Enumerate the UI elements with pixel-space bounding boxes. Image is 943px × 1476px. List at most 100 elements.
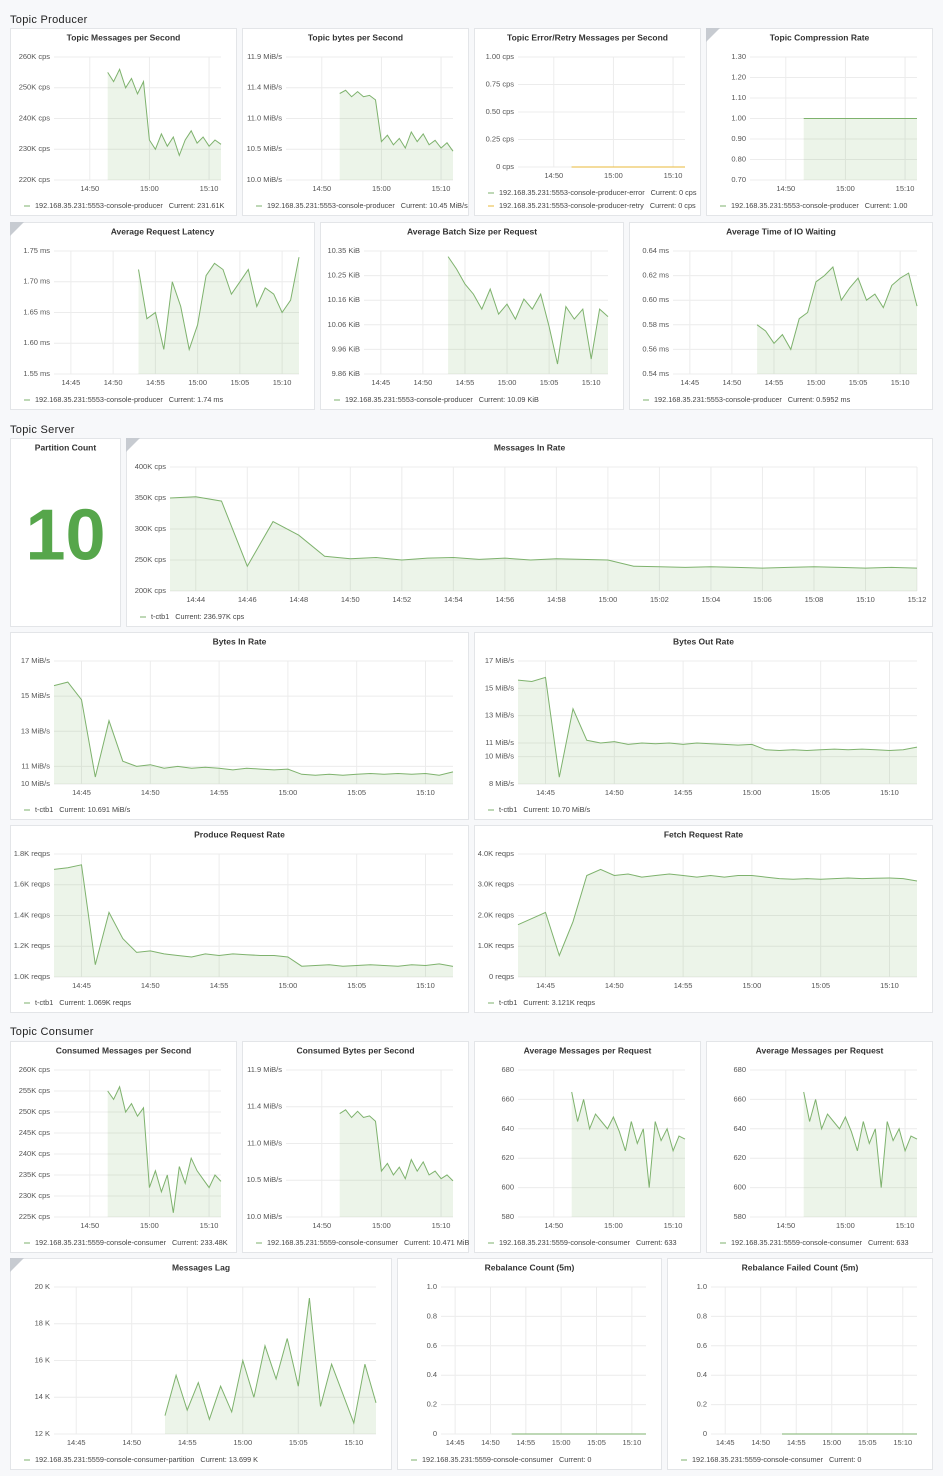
- panel-background: [629, 222, 933, 410]
- x-tick-label: 15:05: [289, 1438, 308, 1447]
- area: [448, 256, 608, 374]
- x-tick-label: 15:10: [856, 595, 875, 604]
- area: [803, 1092, 917, 1217]
- y-tick-label: 0.60 ms: [642, 295, 669, 304]
- panel: Bytes Out Rate 8 MiB/s 10 MiB/s 11 MiB/s 13 …: [474, 632, 933, 820]
- x-tick-label: 14:50: [751, 1438, 770, 1447]
- area: [138, 257, 299, 374]
- x-tick-label: 15:10: [416, 981, 435, 990]
- x-tick-label: 14:50: [776, 184, 795, 193]
- x-tick-label: 14:45: [680, 378, 699, 387]
- area: [339, 90, 453, 180]
- y-tick-label: 1.55 ms: [23, 369, 50, 378]
- legend-entry: 192.168.35.231:5559-console-consumer Curr…: [499, 1238, 677, 1247]
- x-tick-label: 15:10: [432, 184, 451, 193]
- x-tick-label: 15:10: [896, 184, 915, 193]
- y-tick-label: 3.0K reqps: [478, 880, 515, 889]
- x-tick-label: 14:55: [516, 1438, 535, 1447]
- x-tick-label: 15:00: [140, 184, 159, 193]
- x-tick-label: 15:05: [230, 378, 249, 387]
- panel-title: Topic Error/Retry Messages per Second: [507, 32, 668, 42]
- area: [54, 682, 453, 784]
- x-tick-label: 14:50: [80, 184, 99, 193]
- y-tick-label: 230K cps: [19, 144, 51, 153]
- x-tick-label: 15:00: [836, 1221, 855, 1230]
- x-tick-label: 15:06: [753, 595, 772, 604]
- y-tick-label: 640: [733, 1124, 746, 1133]
- panel: Topic Compression Rate 0.70 0.80 0.90 1.00 1.…: [706, 28, 933, 216]
- info-corner: [10, 1258, 24, 1272]
- panel-title: Produce Request Rate: [194, 829, 285, 839]
- x-tick-label: 15:00: [604, 171, 623, 180]
- y-tick-label: 12 K: [35, 1429, 50, 1438]
- area: [54, 864, 453, 977]
- y-tick-label: 15 MiB/s: [485, 683, 514, 692]
- x-tick-label: 14:45: [716, 1438, 735, 1447]
- x-tick-label: 15:10: [273, 378, 292, 387]
- x-tick-label: 15:00: [140, 1221, 159, 1230]
- y-tick-label: 1.65 ms: [23, 307, 50, 316]
- x-tick-label: 14:50: [481, 1438, 500, 1447]
- panel: Fetch Request Rate 0 reqps 1.0K reqps 2.0K …: [474, 825, 933, 1013]
- legend-name: 192.168.35.231:5553-console-producer: [35, 395, 163, 404]
- y-tick-label: 1.0K reqps: [478, 941, 515, 950]
- panel-background: [10, 632, 469, 820]
- legend-entry: 192.168.35.231:5553-console-producer Curr…: [345, 395, 539, 404]
- legend-current: Current: 13.699 K: [200, 1455, 258, 1464]
- panel-title: Messages In Rate: [494, 442, 566, 452]
- section-title: Topic Server: [10, 424, 75, 436]
- legend-entry: 192.168.35.231:5559-console-consumer Curr…: [692, 1455, 861, 1464]
- panel-title: Consumed Bytes per Second: [296, 1045, 414, 1055]
- y-tick-label: 680: [501, 1065, 514, 1074]
- legend-entry: t-ctb1 Current: 10.70 MiB/s: [499, 805, 591, 814]
- legend-current: Current: 0: [829, 1455, 861, 1464]
- x-tick-label: 14:50: [544, 171, 563, 180]
- legend-name: t-ctb1: [151, 612, 169, 621]
- legend-name: 192.168.35.231:5559-console-consumer: [422, 1455, 554, 1464]
- y-tick-label: 1.8K reqps: [14, 849, 51, 858]
- y-tick-label: 255K cps: [19, 1086, 51, 1095]
- y-tick-label: 580: [501, 1212, 514, 1221]
- x-tick-label: 15:10: [880, 981, 899, 990]
- x-tick-label: 15:04: [702, 595, 721, 604]
- section-title: Topic Producer: [10, 14, 88, 26]
- x-tick-label: 15:05: [540, 378, 559, 387]
- panel-title: Messages Lag: [172, 1262, 230, 1272]
- x-tick-label: 14:50: [80, 1221, 99, 1230]
- x-tick-label: 14:55: [674, 981, 693, 990]
- y-tick-label: 640: [501, 1124, 514, 1133]
- panel-background: [474, 632, 933, 820]
- x-tick-label: 15:00: [372, 184, 391, 193]
- area: [107, 69, 221, 180]
- y-tick-label: 11.4 MiB/s: [247, 1102, 282, 1111]
- area: [339, 1109, 453, 1217]
- legend-name: 192.168.35.231:5553-console-producer: [654, 395, 782, 404]
- line: [53, 864, 454, 967]
- panel: Average Messages per Request 580 600 620 640…: [706, 1041, 933, 1253]
- line: [164, 1297, 377, 1425]
- y-tick-label: 10.0 MiB/s: [247, 1212, 283, 1221]
- panel-title: Average Messages per Request: [524, 1045, 652, 1055]
- line: [138, 257, 300, 352]
- y-tick-label: 0: [433, 1429, 437, 1438]
- panel: Topic Error/Retry Messages per Second 0 c…: [474, 28, 701, 216]
- y-tick-label: 300K cps: [135, 524, 167, 533]
- panel-background: [706, 28, 933, 216]
- y-tick-label: 1.0K reqps: [14, 972, 51, 981]
- y-tick-label: 0.70: [731, 175, 746, 184]
- y-tick-label: 0.80: [731, 154, 746, 163]
- legend-entry: 192.168.35.231:5559-console-consumer Curr…: [422, 1455, 591, 1464]
- x-tick-label: 14:56: [495, 595, 514, 604]
- legend-name: 192.168.35.231:5553-console-producer-err…: [499, 188, 645, 197]
- y-tick-label: 1.4K reqps: [14, 910, 51, 919]
- x-tick-label: 14:55: [456, 378, 475, 387]
- x-tick-label: 14:45: [536, 981, 555, 990]
- legend-name: t-ctb1: [35, 998, 53, 1007]
- x-tick-label: 15:00: [372, 1221, 391, 1230]
- y-tick-label: 220K cps: [19, 175, 51, 184]
- legend-entry: 192.168.35.231:5553-console-producer-ret…: [499, 201, 696, 210]
- y-tick-label: 1.6K reqps: [14, 880, 51, 889]
- y-tick-label: 0: [703, 1429, 707, 1438]
- y-tick-label: 225K cps: [19, 1212, 51, 1221]
